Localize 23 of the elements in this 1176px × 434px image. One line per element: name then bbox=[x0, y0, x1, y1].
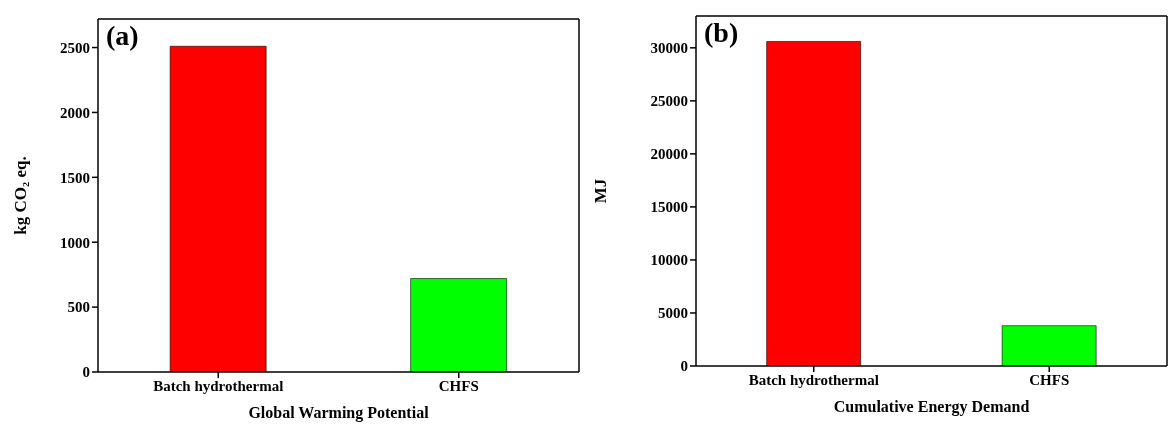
y-tick-label: 25000 bbox=[650, 93, 688, 110]
x-axis-title: Cumulative Energy Demand bbox=[833, 398, 1030, 416]
y-tick-label: 0 bbox=[82, 364, 90, 381]
x-tick-label: Batch hydrothermal bbox=[153, 377, 284, 394]
y-tick-label: 1000 bbox=[60, 234, 90, 251]
y-tick-label: 10000 bbox=[650, 252, 688, 269]
y-tick-label: 500 bbox=[67, 299, 90, 316]
y-tick-label: 0 bbox=[680, 358, 688, 375]
x-tick-label: Batch hydrothermal bbox=[748, 371, 879, 388]
y-tick-label: 1500 bbox=[60, 169, 90, 186]
annotation: (b) bbox=[704, 17, 739, 49]
y-tick-label: 2000 bbox=[60, 104, 90, 121]
y-tick-label: 15000 bbox=[650, 199, 688, 216]
y-tick-label: 20000 bbox=[650, 146, 688, 163]
y-tick-label: 5000 bbox=[658, 305, 688, 322]
x-tick-label: CHFS bbox=[1029, 371, 1070, 388]
annotation: (a) bbox=[106, 20, 139, 52]
x-tick-label: CHFS bbox=[438, 377, 479, 394]
x-axis-title: Global Warming Potential bbox=[248, 404, 430, 422]
y-axis-title: kg CO₂ eq. bbox=[11, 156, 31, 235]
y-tick-label: 30000 bbox=[650, 40, 688, 57]
y-tick-label: 2500 bbox=[60, 39, 90, 56]
y-axis-title: MJ bbox=[591, 178, 611, 204]
